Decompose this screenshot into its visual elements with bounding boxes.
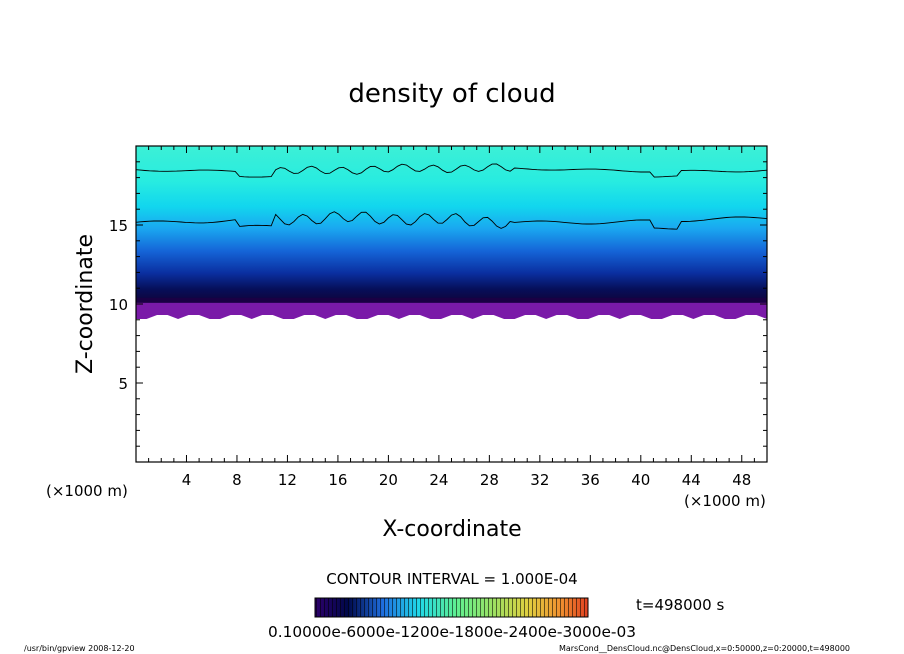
y-tick-label: 15 xyxy=(109,217,128,235)
x-tick-label: 8 xyxy=(232,471,242,489)
y-axis-unit: (×1000 m) xyxy=(46,482,128,500)
x-tick-label: 16 xyxy=(328,471,347,489)
x-axis-label: X-coordinate xyxy=(382,517,521,542)
x-axis-ticks: 4 8 12 16 20 24 28 32 36 40 44 48 xyxy=(148,146,755,489)
y-tick-label: 10 xyxy=(109,296,128,314)
cloud-base-dark-edge xyxy=(136,297,767,303)
time-label: t=498000 s xyxy=(636,596,724,614)
colorbar-stripes xyxy=(315,598,588,617)
contour-line xyxy=(136,211,767,230)
y-tick-label: 5 xyxy=(118,375,128,393)
x-tick-label: 40 xyxy=(631,471,650,489)
x-tick-label: 32 xyxy=(530,471,549,489)
x-axis-unit: (×1000 m) xyxy=(684,492,766,510)
x-tick-label: 12 xyxy=(278,471,297,489)
footer-right: MarsCond__DensCloud.nc@DensCloud,x=0:500… xyxy=(559,644,850,653)
x-tick-label: 20 xyxy=(379,471,398,489)
x-tick-label: 48 xyxy=(732,471,751,489)
colorbar-tick-labels: 0.10000e-6000e-1200e-1800e-2400e-3000e-0… xyxy=(268,623,636,641)
contour-interval-label: CONTOUR INTERVAL = 1.000E-04 xyxy=(326,570,577,588)
contour-line xyxy=(136,163,767,178)
x-tick-label: 4 xyxy=(182,471,192,489)
x-tick-label: 36 xyxy=(581,471,600,489)
x-tick-label: 28 xyxy=(480,471,499,489)
y-axis-label: Z-coordinate xyxy=(73,234,98,374)
x-tick-label: 44 xyxy=(682,471,701,489)
x-tick-label: 24 xyxy=(429,471,448,489)
colorbar-frame xyxy=(314,597,589,618)
y-axis-ticks: 5 10 15 xyxy=(109,161,767,447)
footer-left: /usr/bin/gpview 2008-12-20 xyxy=(24,644,135,653)
cloud-base-band xyxy=(136,300,767,320)
chart-title: density of cloud xyxy=(348,79,555,109)
contour-lines xyxy=(136,163,767,230)
cloud-density-fill xyxy=(136,146,767,305)
